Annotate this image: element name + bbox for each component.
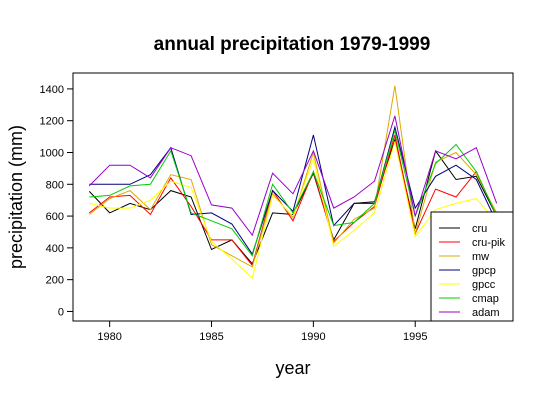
y-tick-label: 600 xyxy=(46,211,64,223)
legend-label: gpcp xyxy=(472,265,496,277)
legend-box xyxy=(430,211,514,322)
series-line-cru-pik xyxy=(88,134,498,267)
plot-frame xyxy=(72,72,514,322)
y-tick-label: 200 xyxy=(46,275,64,287)
legend-label: cru xyxy=(472,223,487,235)
series-line-cru xyxy=(88,137,498,265)
y-tick-label: 1200 xyxy=(40,116,64,128)
series-line-cmap xyxy=(89,130,498,257)
legend-label: cru-pik xyxy=(472,237,506,249)
series-line-mw xyxy=(88,85,498,268)
legend-label: gpcc xyxy=(472,279,496,291)
y-axis: 0 200 400 600 800 1000 1200 1400 xyxy=(40,84,73,318)
series-line-adam xyxy=(88,115,498,237)
y-tick-label: 400 xyxy=(46,243,64,255)
series-layer xyxy=(88,85,498,280)
x-tick-label: 1980 xyxy=(97,331,121,343)
chart-title: annual precipitation 1979-1999 xyxy=(154,34,431,55)
y-tick-label: 1000 xyxy=(40,147,64,159)
x-tick-label: 1990 xyxy=(301,331,325,343)
x-tick-label: 1995 xyxy=(403,331,427,343)
y-tick-label: 1400 xyxy=(40,84,64,96)
legend-label: adam xyxy=(472,307,500,319)
x-axis-title: year xyxy=(275,358,310,378)
x-axis: 1980 1985 1990 1995 xyxy=(97,321,427,343)
y-axis-title: precipitation (mm) xyxy=(6,125,26,269)
legend-label: cmap xyxy=(472,293,499,305)
legend-label: mw xyxy=(472,251,489,263)
series-line-gpcp xyxy=(89,125,498,256)
x-tick-label: 1985 xyxy=(199,331,223,343)
y-tick-label: 800 xyxy=(46,179,64,191)
y-tick-label: 0 xyxy=(58,306,64,318)
legend: cru cru-pik mw gpcp gpcc cmap adam xyxy=(430,211,514,322)
series-line-gpcc xyxy=(89,141,498,280)
